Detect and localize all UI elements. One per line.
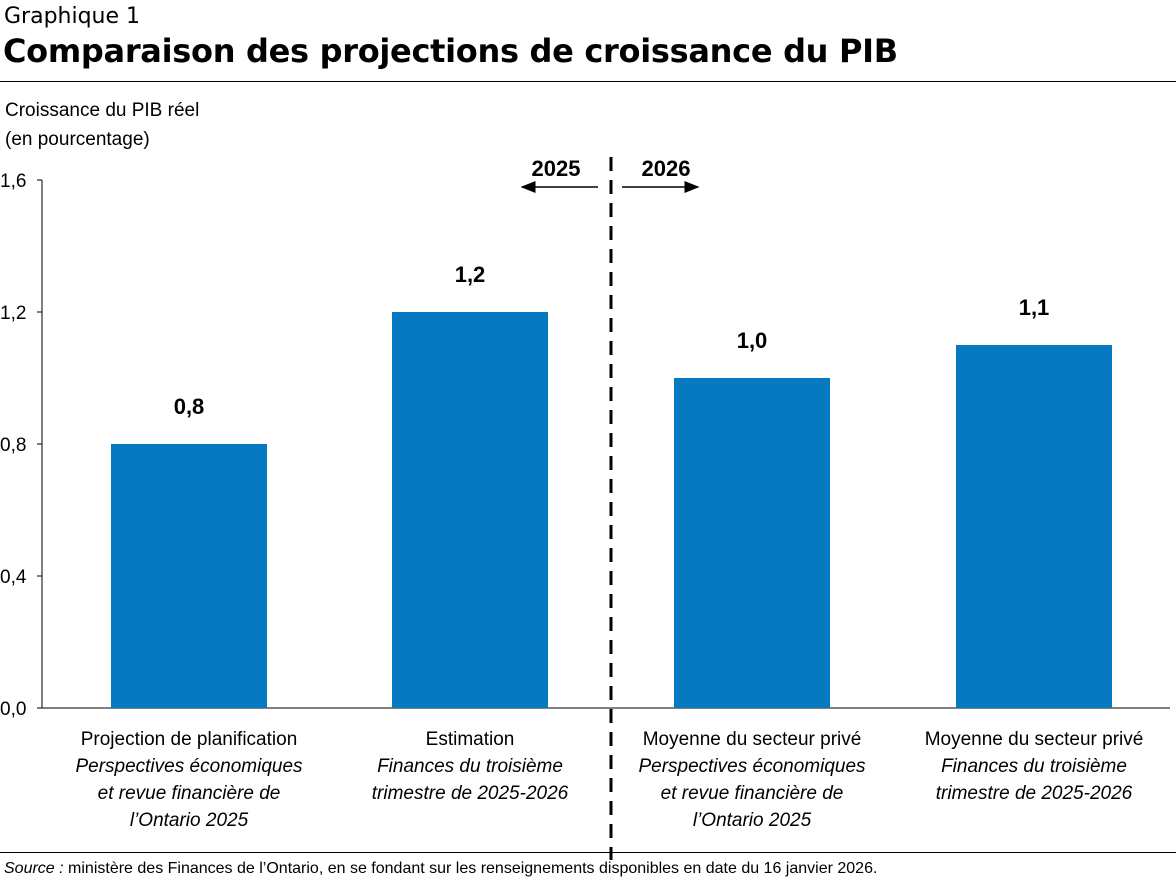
bar <box>111 444 267 708</box>
data-label: 1,0 <box>737 328 768 353</box>
y-axis-label-line2: (en pourcentage) <box>5 129 150 150</box>
y-tick-label: 0,8 <box>0 435 26 456</box>
title-rule <box>0 81 1176 82</box>
category-sublabel: et revue financière de <box>661 783 844 804</box>
category-sublabel: Finances du troisième <box>941 756 1127 777</box>
y-tick-label: 1,2 <box>0 303 26 324</box>
chart-title: Comparaison des projections de croissanc… <box>3 32 898 70</box>
y-tick-label: 0,0 <box>0 699 26 720</box>
category-sublabel: Perspectives économiques <box>638 756 866 777</box>
y-tick-label: 0,4 <box>0 567 27 588</box>
category-sublabel: et revue financière de <box>98 783 281 804</box>
year-label-2026: 2026 <box>642 156 691 181</box>
source-label: Source : <box>4 860 64 877</box>
bar <box>392 312 548 708</box>
y-axis-label-line1: Croissance du PIB réel <box>5 100 200 121</box>
bar <box>956 345 1112 708</box>
bar <box>674 378 830 708</box>
category-sublabel: trimestre de 2025-2026 <box>936 783 1133 804</box>
data-label: 0,8 <box>174 394 205 419</box>
category-sublabel: trimestre de 2025-2026 <box>372 783 569 804</box>
y-axis-label: Croissance du PIB réel (en pourcentage) <box>5 96 199 154</box>
category-label: Estimation <box>426 729 515 750</box>
source-text: ministère des Finances de l’Ontario, en … <box>63 860 878 877</box>
category-sublabel: l’Ontario 2025 <box>130 810 249 831</box>
y-tick-label: 1,6 <box>0 171 26 192</box>
source-rule <box>0 852 1176 853</box>
category-label: Moyenne du secteur privé <box>925 729 1144 750</box>
category-sublabel: Finances du troisième <box>377 756 563 777</box>
source-note: Source : ministère des Finances de l’Ont… <box>4 860 877 878</box>
data-label: 1,2 <box>455 262 486 287</box>
category-label: Moyenne du secteur privé <box>643 729 862 750</box>
category-sublabel: l’Ontario 2025 <box>693 810 812 831</box>
category-label: Projection de planification <box>81 729 298 750</box>
year-label-2025: 2025 <box>532 156 581 181</box>
chart-subtitle: Graphique 1 <box>4 4 141 29</box>
category-sublabel: Perspectives économiques <box>75 756 303 777</box>
data-label: 1,1 <box>1019 295 1050 320</box>
